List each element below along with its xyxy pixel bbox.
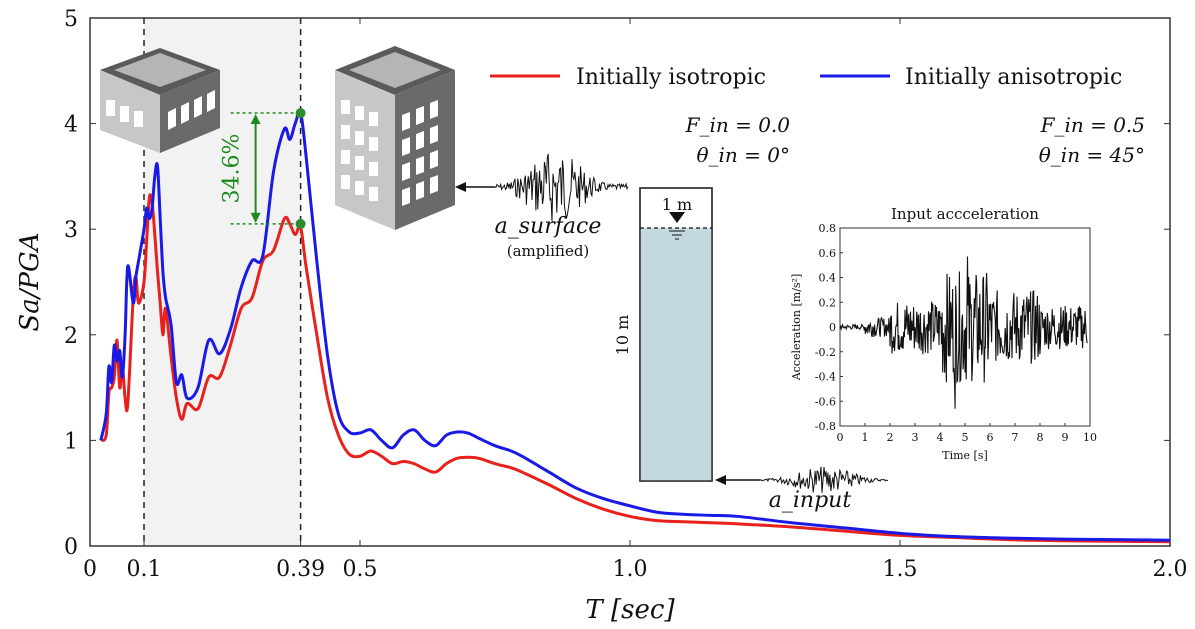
x-tick-label: 0 bbox=[83, 557, 97, 582]
param-fin-anisotropic: F_in = 0.5 bbox=[1040, 113, 1145, 137]
inset-y-tick-label: -0.6 bbox=[815, 395, 836, 408]
y-axis-ticks: 0 1 2 3 4 5 bbox=[64, 7, 1170, 560]
param-fin-isotropic: F_in = 0.0 bbox=[685, 113, 791, 137]
soil-column: 1 m 10 m bbox=[613, 187, 713, 482]
annotation-point-top bbox=[295, 108, 306, 119]
x-tick-label: 1.5 bbox=[883, 557, 918, 582]
x-axis-ticks: 0 0.1 0.39 0.5 1.0 1.5 2.0 bbox=[83, 18, 1188, 582]
inset-x-tick-label: 8 bbox=[1037, 431, 1044, 444]
param-theta-anisotropic: θ_in = 45° bbox=[1039, 143, 1145, 167]
inset-y-ticks: 0.8 0.6 0.4 0.2 0 -0.2 -0.4 -0.6 -0.8 bbox=[815, 222, 843, 433]
y-tick-label: 0 bbox=[64, 535, 78, 560]
inset-x-tick-label: 1 bbox=[862, 431, 869, 444]
x-tick-label: 0.1 bbox=[127, 557, 162, 582]
inset-x-tick-label: 7 bbox=[1012, 431, 1019, 444]
soil-depth-label: 10 m bbox=[613, 315, 632, 356]
surface-waveform bbox=[494, 153, 629, 222]
x-tick-label: 0.5 bbox=[343, 557, 378, 582]
inset-y-label: Acceleration [m/s²] bbox=[790, 274, 803, 382]
param-theta-isotropic: θ_in = 0° bbox=[696, 143, 790, 167]
inset-x-tick-label: 2 bbox=[887, 431, 894, 444]
low-rise-building-icon bbox=[100, 48, 220, 153]
inset-acceleration-trace bbox=[839, 256, 1088, 409]
surface-signal: a_surface (amplified) bbox=[455, 153, 629, 260]
x-tick-label: 2.0 bbox=[1153, 557, 1188, 582]
inset-y-tick-label: 0.2 bbox=[819, 296, 837, 309]
surface-label: a_surface bbox=[495, 214, 602, 239]
amplification-annotation: 34.6% bbox=[220, 108, 306, 229]
series-line-0 bbox=[99, 193, 1170, 544]
inset-y-tick-label: -0.4 bbox=[815, 371, 836, 384]
y-tick-label: 4 bbox=[64, 113, 78, 138]
inset-x-tick-label: 3 bbox=[912, 431, 919, 444]
annotation-point-bottom bbox=[295, 218, 306, 229]
inset-title: Input accceleration bbox=[891, 205, 1039, 223]
y-tick-label: 1 bbox=[64, 429, 78, 454]
legend-label-isotropic: Initially isotropic bbox=[576, 65, 766, 90]
inset-y-tick-label: 0 bbox=[829, 321, 836, 334]
x-tick-label: 1.0 bbox=[613, 557, 648, 582]
x-axis-label: T [sec] bbox=[585, 595, 675, 625]
annotation-arrowhead-top bbox=[250, 114, 261, 125]
input-waveform bbox=[759, 466, 889, 493]
inset-x-tick-label: 10 bbox=[1083, 431, 1097, 444]
inset-x-label: Time [s] bbox=[942, 449, 988, 462]
inset-x-ticks: 0 1 2 3 4 5 6 7 8 9 10 bbox=[837, 423, 1097, 444]
legend: Initially isotropic Initially anisotropi… bbox=[490, 65, 1145, 167]
input-signal: a_input bbox=[715, 466, 889, 513]
inset-y-tick-label: 0.8 bbox=[819, 222, 837, 235]
soil-top-label: 1 m bbox=[662, 195, 692, 214]
water-table-icon bbox=[669, 212, 685, 223]
inset-x-tick-label: 0 bbox=[837, 431, 844, 444]
y-tick-label: 2 bbox=[64, 324, 78, 349]
y-axis-label: Sa/PGA bbox=[15, 232, 45, 331]
inset-x-tick-label: 6 bbox=[987, 431, 994, 444]
inset-y-tick-label: -0.2 bbox=[815, 346, 836, 359]
legend-label-anisotropic: Initially anisotropic bbox=[905, 65, 1122, 90]
high-rise-building-icon bbox=[335, 46, 455, 230]
inset-x-tick-label: 5 bbox=[962, 431, 969, 444]
y-tick-label: 5 bbox=[64, 7, 78, 32]
inset-chart: Input accceleration 0.8 0.6 0.4 0.2 0 -0.2 -0.… bbox=[790, 205, 1097, 462]
inset-y-tick-label: -0.8 bbox=[815, 420, 836, 433]
inset-x-tick-label: 9 bbox=[1062, 431, 1069, 444]
annotation-label: 34.6% bbox=[220, 134, 245, 204]
annotation-arrowhead-bottom bbox=[250, 212, 261, 223]
inset-y-tick-label: 0.6 bbox=[819, 247, 837, 260]
input-label: a_input bbox=[769, 488, 852, 513]
surface-note: (amplified) bbox=[507, 242, 590, 260]
x-tick-label: 0.39 bbox=[276, 557, 325, 582]
inset-x-tick-label: 4 bbox=[937, 431, 944, 444]
inset-y-tick-label: 0.4 bbox=[819, 272, 837, 285]
y-tick-label: 3 bbox=[64, 218, 78, 243]
